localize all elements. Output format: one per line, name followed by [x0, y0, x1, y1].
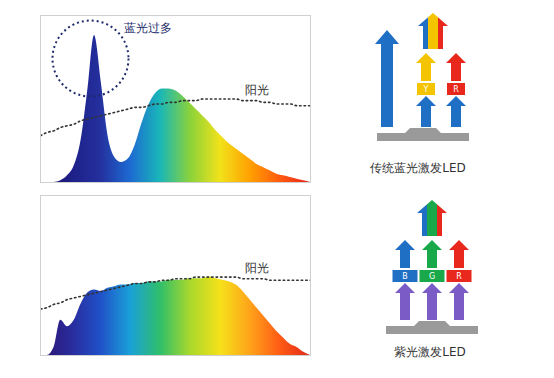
- svg-text:Y: Y: [423, 85, 429, 94]
- svg-text:阳光: 阳光: [245, 261, 269, 275]
- svg-text:蓝光过多: 蓝光过多: [124, 21, 172, 35]
- svg-text:G: G: [429, 272, 435, 281]
- svg-text:阳光: 阳光: [245, 83, 269, 97]
- svg-text:B: B: [402, 272, 408, 281]
- svg-text:传统蓝光激发LED: 传统蓝光激发LED: [370, 161, 466, 175]
- svg-text:R: R: [456, 272, 462, 281]
- svg-text:紫光激发LED: 紫光激发LED: [394, 345, 466, 359]
- svg-text:R: R: [453, 85, 459, 94]
